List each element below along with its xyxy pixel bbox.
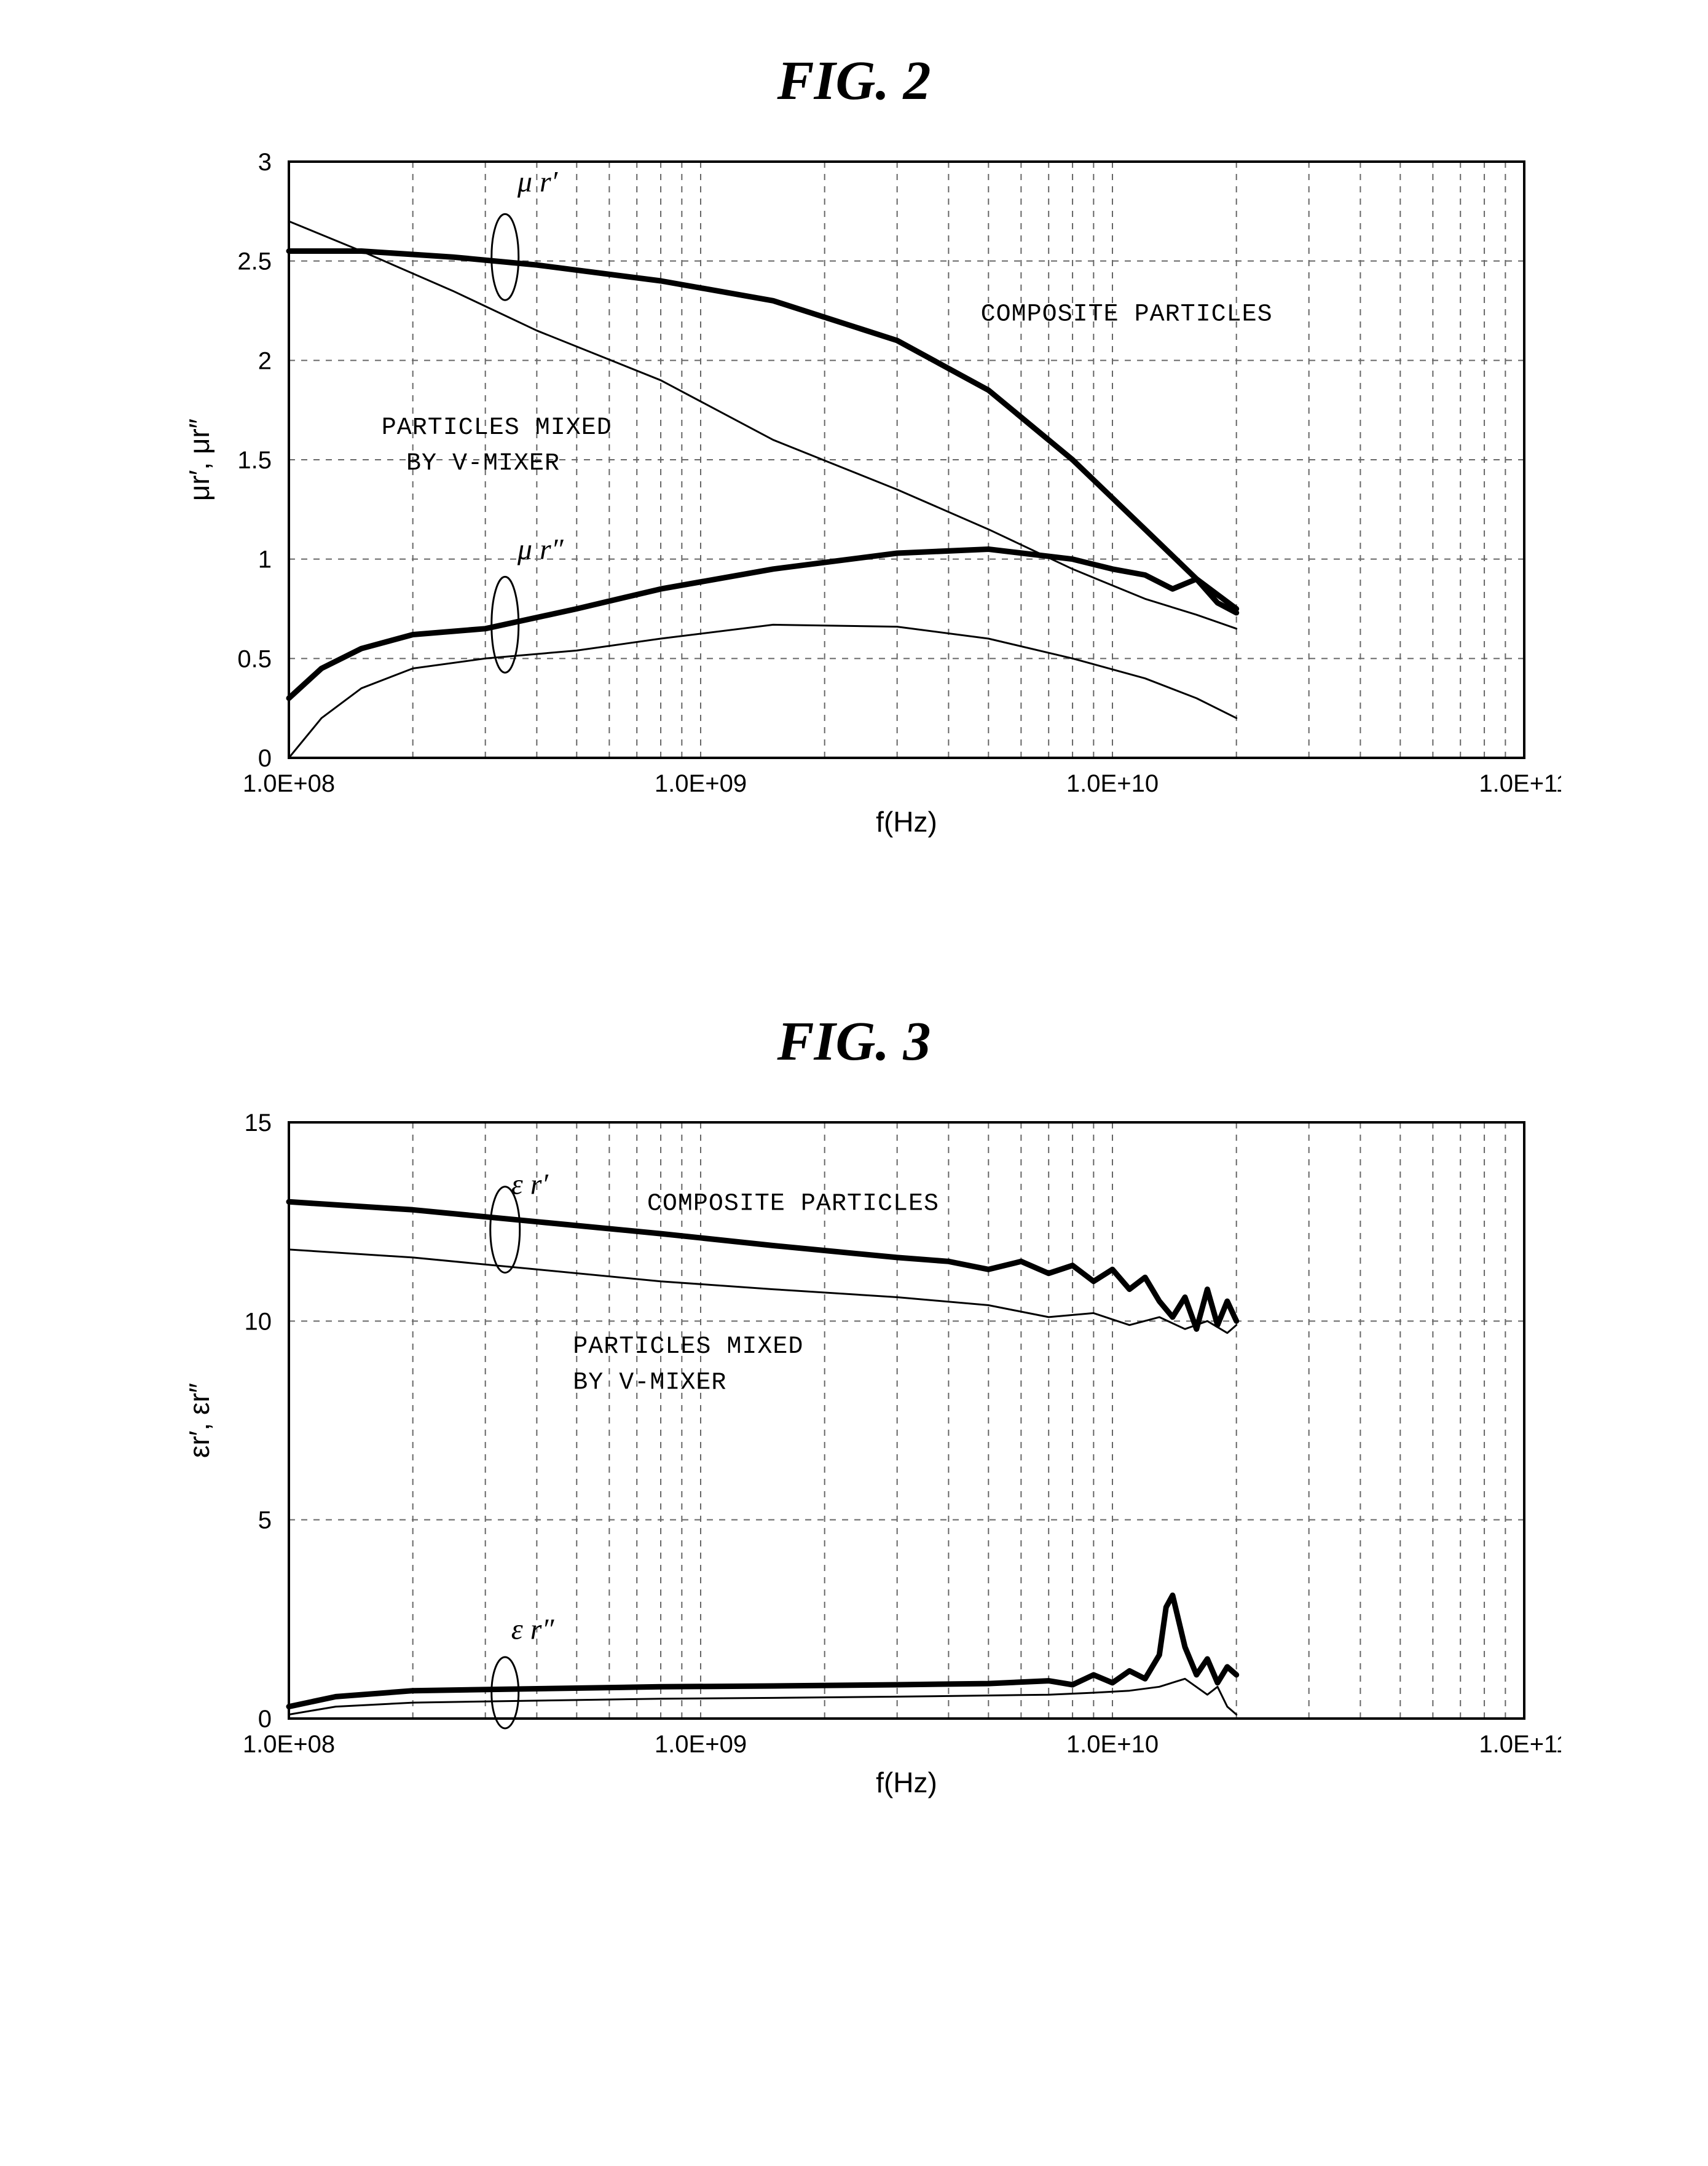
y-axis-label: εr′, εr″: [183, 1383, 215, 1458]
y-axis-label: μr′, μr″: [183, 419, 215, 501]
x-tick-label: 1.0E+10: [1066, 1731, 1158, 1758]
y-tick-label: 10: [244, 1308, 272, 1335]
eps-r-prime-label: ε r′: [511, 1168, 549, 1200]
page: FIG. 2 0 0.5 1 1.5 2 2.5 3 1.0E+08 1.0E+09 1.0E+1…: [0, 0, 1708, 2166]
vmixer-label-1: PARTICLES MIXED: [381, 414, 612, 442]
x-tick-label: 1.0E+09: [654, 1731, 746, 1758]
composite-label: COMPOSITE PARTICLES: [647, 1190, 939, 1218]
fig2-title: FIG. 2: [111, 49, 1597, 112]
vmixer-label-2: BY V-MIXER: [573, 1369, 726, 1396]
x-tick-label: 1.0E+08: [242, 770, 334, 797]
eps-r-dprime-label: ε r″: [511, 1613, 554, 1646]
y-tick-label: 1.5: [237, 447, 272, 474]
x-tick-label: 1.0E+10: [1066, 770, 1158, 797]
y-tick-label: 5: [258, 1507, 271, 1534]
fig3-chart-wrap: 0 5 10 15 1.0E+08 1.0E+09 1.0E+10 1.0E+11 εr′, ε…: [148, 1098, 1561, 1811]
mu-r-dprime-label: μ r″: [516, 534, 564, 566]
x-axis-label: f(Hz): [876, 1766, 937, 1798]
vmixer-label-1: PARTICLES MIXED: [573, 1333, 803, 1361]
composite-label: COMPOSITE PARTICLES: [980, 301, 1272, 329]
mu-r-prime-label: μ r′: [516, 166, 558, 199]
fig2-chart-wrap: 0 0.5 1 1.5 2 2.5 3 1.0E+08 1.0E+09 1.0E+10 1.0E+1…: [148, 137, 1561, 850]
fig2-chart: 0 0.5 1 1.5 2 2.5 3 1.0E+08 1.0E+09 1.0E+10 1.0E+1…: [148, 137, 1561, 850]
y-tick-label: 15: [244, 1109, 272, 1136]
y-tick-label: 2: [258, 347, 271, 374]
spacer: [111, 850, 1597, 1010]
fig3-title: FIG. 3: [111, 1010, 1597, 1073]
fig3-chart: 0 5 10 15 1.0E+08 1.0E+09 1.0E+10 1.0E+11 εr′, ε…: [148, 1098, 1561, 1811]
x-tick-label: 1.0E+08: [242, 1731, 334, 1758]
x-tick-label: 1.0E+11: [1479, 770, 1561, 797]
y-tick-label: 0: [258, 1706, 271, 1733]
x-axis-label: f(Hz): [876, 806, 937, 838]
x-tick-label: 1.0E+11: [1479, 1731, 1561, 1758]
y-tick-label: 1: [258, 546, 271, 573]
y-tick-label: 3: [258, 149, 271, 176]
y-tick-label: 2.5: [237, 248, 272, 275]
y-tick-label: 0: [258, 745, 271, 772]
y-tick-label: 0.5: [237, 645, 272, 672]
vmixer-label-2: BY V-MIXER: [406, 450, 559, 478]
x-tick-label: 1.0E+09: [654, 770, 746, 797]
